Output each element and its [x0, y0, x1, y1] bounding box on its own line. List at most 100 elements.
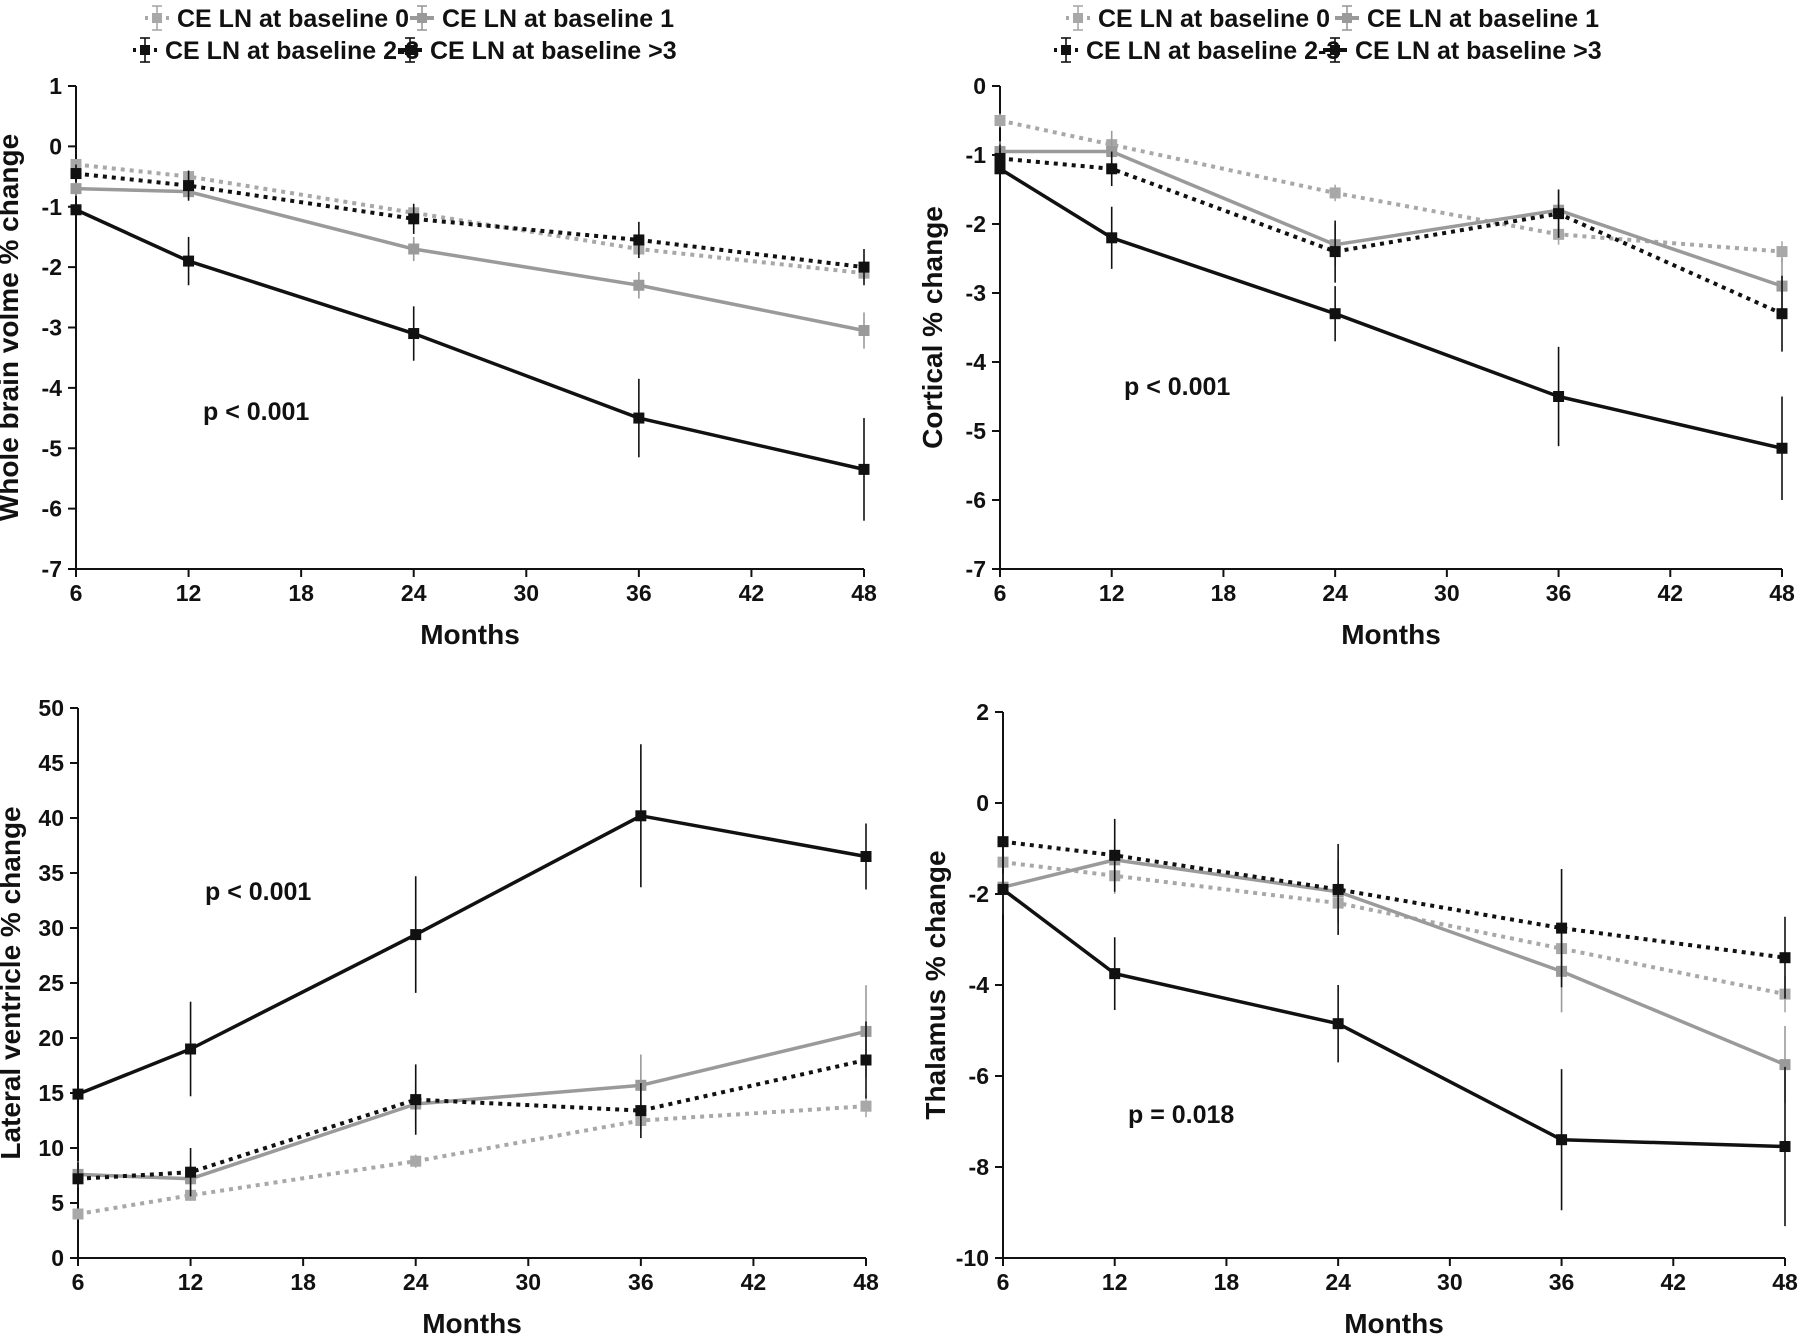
series-line: [999, 118, 1783, 254]
p-value-annotation: p < 0.001: [1124, 373, 1230, 401]
series-line: [75, 171, 865, 270]
y-tick-label: 2: [976, 699, 989, 725]
legend-item: CE LN at baseline >3: [1323, 37, 1602, 65]
legend-marker: [1061, 45, 1071, 55]
series-line: [75, 162, 865, 276]
x-tick-label: 18: [290, 1269, 316, 1295]
data-point-marker: [70, 183, 82, 195]
x-tick-label: 6: [997, 1269, 1010, 1295]
x-tick-label: 18: [1211, 580, 1237, 606]
x-tick-label: 36: [1546, 580, 1572, 606]
p-value-annotation: p = 0.018: [1128, 1101, 1234, 1129]
series-4: [997, 843, 1791, 1227]
y-axis-title: Lateral ventricle % change: [0, 806, 26, 1159]
series-line: [1001, 888, 1786, 1149]
chart-panel-4: -10 -8 -6 -4 -2 0 2 6 12 18 24 30 36 42 48 Months Thalam…: [920, 699, 1798, 1339]
legend-marker: [405, 45, 415, 55]
data-point-marker: [858, 261, 870, 273]
legend-label: CE LN at baseline 2-3: [1086, 37, 1340, 65]
y-tick-label: -6: [969, 1063, 989, 1089]
series-3: [70, 164, 870, 286]
data-point-marker: [860, 851, 872, 862]
data-point-marker: [70, 168, 82, 180]
data-point-marker: [185, 1166, 197, 1178]
x-tick-label: 36: [628, 1269, 654, 1295]
x-tick-label: 24: [1322, 580, 1348, 606]
x-tick-label: 30: [1437, 1269, 1463, 1295]
x-tick-label: 12: [176, 580, 202, 606]
x-axis-title: Months: [1344, 1308, 1444, 1337]
y-tick-label: -3: [966, 280, 986, 306]
data-point-marker: [1776, 442, 1788, 454]
data-point-marker: [408, 213, 420, 225]
data-point-marker: [858, 463, 870, 475]
y-tick-label: 10: [38, 1135, 64, 1161]
y-tick-label: -4: [42, 375, 63, 401]
x-tick-label: 24: [401, 580, 427, 606]
data-point-marker: [183, 180, 195, 192]
x-tick-label: 6: [72, 1269, 85, 1295]
data-point-marker: [1553, 208, 1565, 220]
p-value-annotation: p < 0.001: [203, 398, 309, 426]
x-axis-title: Months: [422, 1308, 522, 1337]
y-tick-label: 0: [49, 133, 62, 159]
legend-marker: [152, 13, 162, 23]
series-3: [72, 1021, 872, 1197]
legend-item: CE LN at baseline 1: [1335, 5, 1599, 33]
y-tick-label: -5: [966, 418, 987, 444]
data-point-marker: [994, 163, 1006, 175]
data-point-marker: [860, 1100, 872, 1112]
data-point-marker: [1329, 187, 1341, 199]
y-axis-title: Cortical % change: [917, 206, 948, 449]
y-tick-label: -2: [969, 881, 989, 907]
y-tick-label: -8: [969, 1154, 990, 1180]
x-tick-label: 48: [851, 580, 877, 606]
x-tick-label: 42: [741, 1269, 767, 1295]
y-tick-label: 0: [51, 1245, 64, 1271]
y-tick-label: -10: [956, 1245, 989, 1271]
y-tick-label: 0: [973, 73, 986, 99]
x-tick-label: 6: [70, 580, 83, 606]
y-tick-label: -6: [966, 487, 986, 513]
legend-label: CE LN at baseline >3: [1355, 37, 1602, 65]
data-point-marker: [860, 1054, 872, 1066]
data-point-marker: [70, 204, 82, 216]
data-point-marker: [1776, 246, 1788, 258]
y-tick-label: -2: [966, 211, 986, 237]
series-line: [77, 814, 867, 1096]
legend-label: CE LN at baseline 0: [1098, 5, 1330, 33]
data-point-marker: [1779, 952, 1791, 964]
y-tick-label: 50: [38, 695, 64, 721]
series-line: [999, 156, 1783, 316]
legend-item: CE LN at baseline >3: [398, 37, 677, 65]
x-tick-label: 24: [403, 1269, 429, 1295]
data-point-marker: [994, 115, 1006, 126]
y-tick-label: -1: [42, 194, 63, 220]
y-tick-label: 1: [49, 73, 62, 99]
y-tick-label: -6: [42, 496, 62, 522]
x-axis-title: Months: [1341, 619, 1441, 650]
series-4: [72, 744, 872, 1124]
data-point-marker: [1779, 1141, 1791, 1153]
data-point-marker: [858, 325, 870, 337]
series-line: [77, 1058, 867, 1181]
data-point-marker: [635, 1105, 647, 1117]
y-axis-title: Thalamus % change: [920, 850, 951, 1119]
x-tick-label: 48: [1769, 580, 1795, 606]
legend-item: CE LN at baseline 0: [145, 5, 409, 33]
y-tick-label: -1: [966, 142, 987, 168]
y-tick-label: -3: [42, 315, 62, 341]
legend-marker: [1342, 13, 1352, 23]
x-tick-label: 12: [1102, 1269, 1128, 1295]
p-value-annotation: p < 0.001: [205, 878, 311, 906]
data-point-marker: [1106, 232, 1118, 244]
data-point-marker: [997, 883, 1009, 895]
series-line: [77, 1104, 867, 1216]
y-tick-label: 15: [38, 1080, 64, 1106]
data-point-marker: [408, 328, 420, 340]
series-2: [72, 985, 872, 1192]
x-tick-label: 42: [1657, 580, 1683, 606]
x-tick-label: 30: [1434, 580, 1460, 606]
series-3: [997, 809, 1791, 999]
